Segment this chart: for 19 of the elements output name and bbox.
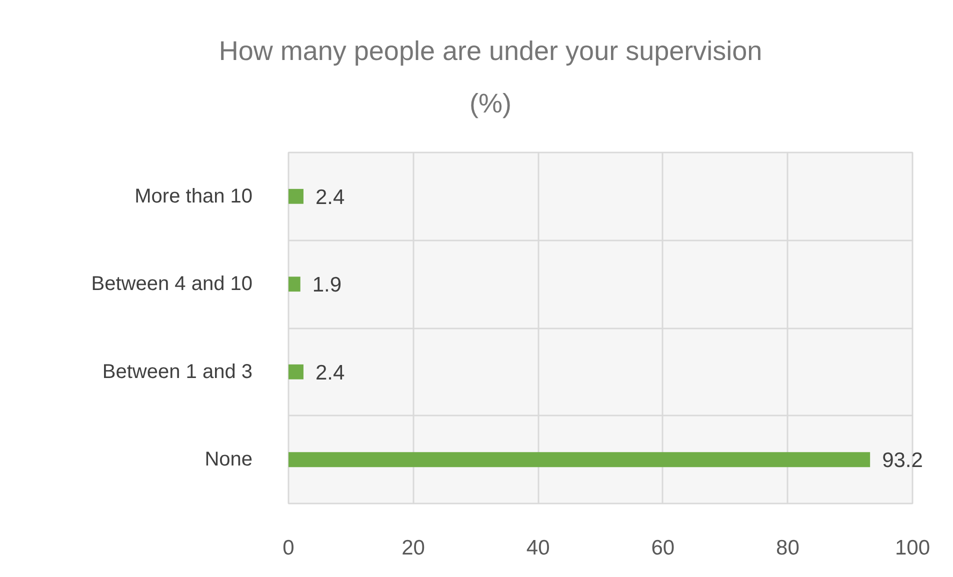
- bar: [288, 188, 304, 204]
- x-tick-label: 60: [651, 536, 675, 560]
- chart-title: How many people are under your supervision (%): [218, 36, 762, 118]
- x-tick-label: 20: [402, 536, 425, 560]
- data-label: 2.4: [315, 186, 345, 209]
- y-tick-label: Between 1 and 3: [102, 360, 253, 383]
- data-label: 93.2: [882, 449, 923, 472]
- y-tick-label: Between 4 and 10: [91, 273, 253, 296]
- bar: [288, 452, 870, 468]
- y-tick-label: None: [204, 448, 252, 471]
- y-tick-label: More than 10: [134, 185, 253, 208]
- bar: [288, 364, 304, 380]
- x-tick-label: 100: [894, 536, 930, 560]
- x-tick-label: 0: [282, 536, 294, 560]
- x-tick-label: 80: [776, 536, 800, 560]
- bar: [288, 276, 300, 292]
- data-label: 1.9: [312, 274, 342, 297]
- data-label: 2.4: [315, 361, 345, 384]
- x-tick-label: 40: [526, 536, 550, 560]
